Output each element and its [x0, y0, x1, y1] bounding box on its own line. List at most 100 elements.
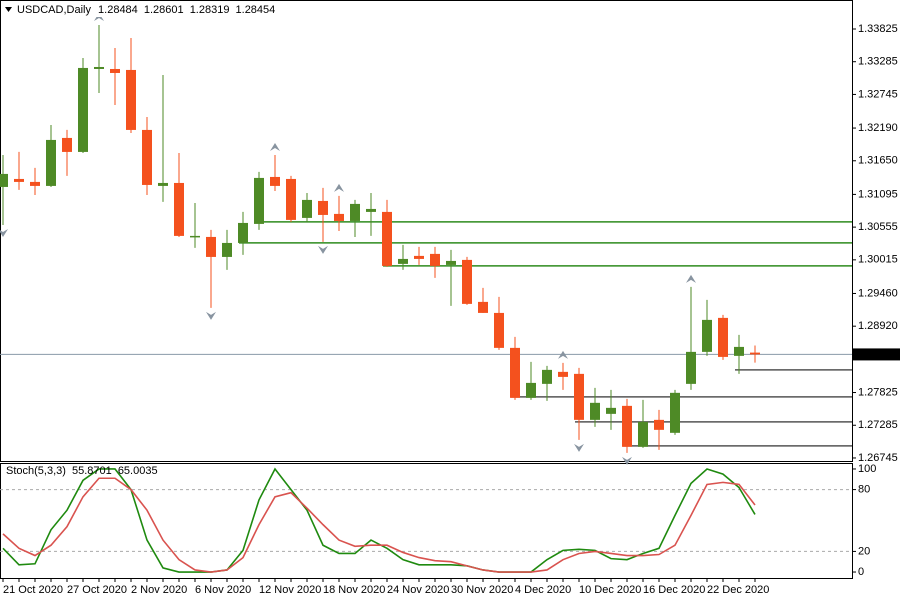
y-tick-label: 1.26745 [858, 452, 898, 464]
candle-body [734, 346, 744, 356]
fractal-down [0, 228, 8, 237]
symbol: USDCAD,Daily [17, 4, 91, 16]
x-tick-label: 22 Dec 2020 [707, 584, 769, 596]
header-bg [2, 3, 217, 17]
candle-body [702, 319, 712, 352]
candle-body [750, 352, 760, 355]
candle-body [174, 182, 184, 236]
x-tick-label: 24 Nov 2020 [387, 584, 449, 596]
candle-body [190, 235, 200, 238]
fractal-up [270, 142, 280, 151]
candle-body [286, 178, 296, 220]
candle-body [670, 392, 680, 433]
candle-body [142, 129, 152, 185]
header-low: 1.28319 [190, 4, 230, 16]
candle-body [46, 139, 56, 186]
y-tick-label: 1.33825 [858, 23, 898, 35]
candle-body [14, 178, 24, 182]
y-tick-label: 100 [858, 463, 876, 475]
y-tick-label: 80 [858, 483, 870, 495]
x-tick-label: 10 Dec 2020 [579, 584, 641, 596]
stoch-line [2, 467, 756, 573]
fractal-down [574, 443, 584, 452]
fractal-down [622, 456, 632, 465]
y-tick-label: 1.31650 [858, 155, 898, 167]
y-tick-label: 1.32745 [858, 88, 898, 100]
candle-body [462, 259, 472, 304]
price-box [853, 348, 900, 361]
header-open: 1.28484 [98, 4, 138, 16]
fractal-down [318, 245, 328, 254]
stoch-k-value: 55.8701 [72, 465, 112, 477]
y-tick-label: 1.27285 [858, 419, 898, 431]
candle-body [446, 260, 456, 265]
candle-body [558, 371, 568, 377]
candle-body [414, 255, 424, 259]
y-tick-label: 1.28920 [858, 320, 898, 332]
candle-body [126, 69, 136, 130]
x-tick-label: 16 Dec 2020 [643, 584, 705, 596]
fractal-down [206, 311, 216, 320]
candle-body [302, 199, 312, 218]
y-tick-label: 1.30555 [858, 221, 898, 233]
candle-body [526, 382, 536, 398]
y-tick-label: 1.29460 [858, 287, 898, 299]
candle-body [222, 242, 232, 257]
candle-body [590, 402, 600, 420]
header-close: 1.28454 [236, 4, 276, 16]
x-tick-label: 30 Nov 2020 [451, 584, 513, 596]
stoch-title: Stoch(5,3,3) [6, 465, 66, 477]
price-box-label: 1.28454 [858, 348, 898, 360]
x-tick-label: 27 Oct 2020 [67, 584, 127, 596]
x-tick-label: 18 Nov 2020 [323, 584, 385, 596]
candle-body [270, 176, 280, 186]
x-tick-label: 2 Nov 2020 [131, 584, 187, 596]
y-tick-label: 1.32190 [858, 122, 898, 134]
candle-body [238, 222, 248, 243]
candle-body [30, 181, 40, 186]
fractal-up [558, 350, 568, 359]
stoch-frame [0, 463, 853, 579]
y-tick-label: 1.31095 [858, 188, 898, 200]
candle-body [718, 317, 728, 357]
candle-body [206, 236, 216, 257]
candle-body [62, 137, 72, 152]
header-high: 1.28601 [144, 4, 184, 16]
candle-body [606, 407, 616, 414]
x-tick-label: 12 Nov 2020 [259, 584, 321, 596]
y-tick-label: 20 [858, 545, 870, 557]
candle-body [510, 347, 520, 398]
candle-body [254, 177, 264, 224]
stoch-line [2, 477, 756, 573]
candle-body [110, 68, 120, 73]
candle-body [622, 405, 632, 447]
candle-body [334, 213, 344, 221]
candle-body [366, 208, 376, 212]
stoch-d-value: 65.0035 [118, 465, 158, 477]
x-tick-label: 4 Dec 2020 [515, 584, 571, 596]
candle-body [686, 351, 696, 384]
x-tick-label: 21 Oct 2020 [3, 584, 63, 596]
candle-body [574, 373, 584, 420]
candle-body [398, 258, 408, 264]
menu-triangle[interactable] [5, 7, 12, 12]
candle-body [350, 203, 360, 221]
chart-header: USDCAD,Daily 1.28484 1.28601 1.28319 1.2… [17, 4, 275, 16]
candle-body [542, 369, 552, 384]
candle-body [158, 182, 168, 186]
candle-body [78, 67, 88, 152]
y-tick-label: 0 [858, 566, 864, 578]
fractal-up [686, 274, 696, 283]
candle-body [494, 312, 504, 348]
candle-body [430, 253, 440, 266]
candle-body [382, 211, 392, 266]
x-tick-label: 6 Nov 2020 [195, 584, 251, 596]
candle-body [0, 173, 8, 187]
y-tick-label: 1.27825 [858, 386, 898, 398]
candle-body [94, 66, 104, 69]
stoch-header: Stoch(5,3,3) 55.8701 65.0035 [6, 465, 158, 477]
candle-body [654, 419, 664, 430]
y-tick-label: 1.30015 [858, 254, 898, 266]
